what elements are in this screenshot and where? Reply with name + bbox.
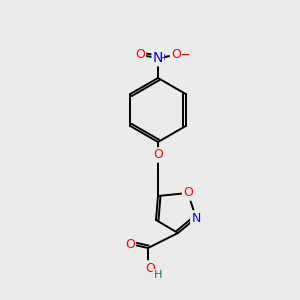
Text: +: + (160, 52, 167, 62)
Text: N: N (153, 51, 163, 65)
Text: H: H (154, 270, 162, 280)
Text: O: O (145, 262, 155, 275)
Text: O: O (153, 148, 163, 161)
Text: −: − (180, 49, 190, 62)
Text: O: O (125, 238, 135, 250)
Text: N: N (191, 212, 201, 224)
Text: O: O (171, 49, 181, 62)
Text: O: O (183, 187, 193, 200)
Text: O: O (135, 49, 145, 62)
